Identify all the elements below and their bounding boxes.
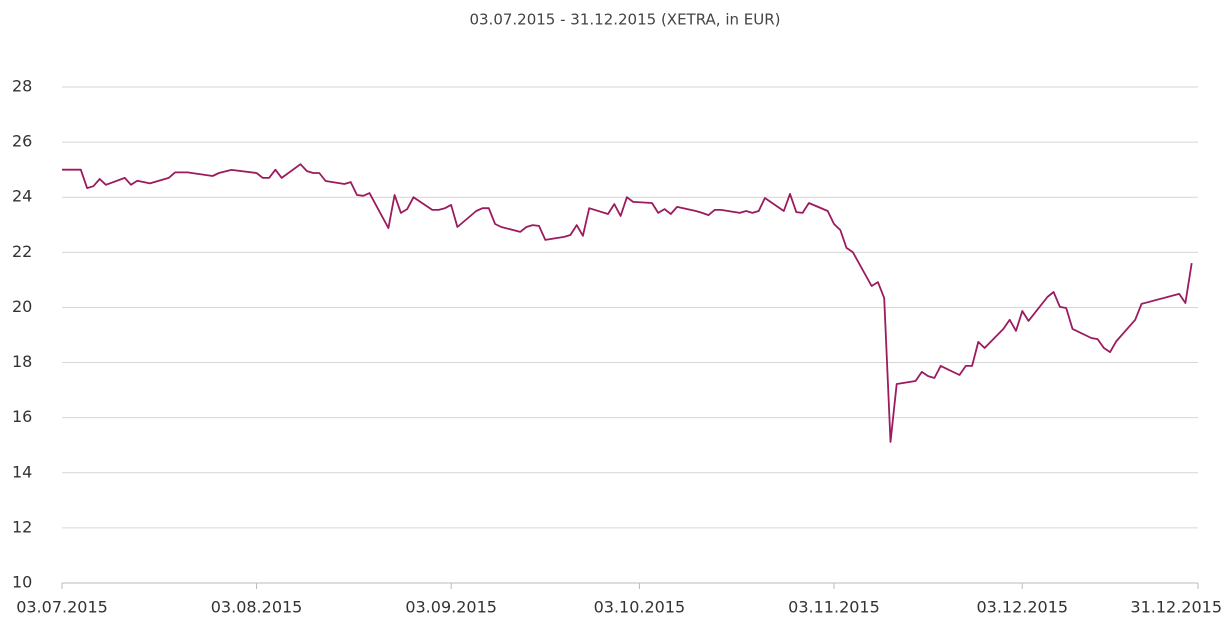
y-tick-label: 28 [12, 77, 32, 96]
y-tick-label: 26 [12, 132, 32, 151]
y-tick-label: 16 [12, 407, 32, 426]
x-tick-label: 03.09.2015 [405, 598, 497, 617]
x-tick-label: 03.08.2015 [211, 598, 303, 617]
y-tick-label: 18 [12, 352, 32, 371]
x-tick-label: 03.12.2015 [976, 598, 1068, 617]
y-tick-label: 22 [12, 242, 32, 261]
price-line [62, 163, 1193, 443]
chart-title: 03.07.2015 - 31.12.2015 (XETRA, in EUR) [469, 11, 780, 29]
x-tick-label: 31.12.2015 [1130, 598, 1222, 617]
y-tick-label: 12 [12, 517, 32, 536]
y-tick-label: 10 [12, 573, 32, 592]
x-tick-label: 03.07.2015 [16, 598, 108, 617]
y-tick-label: 20 [12, 297, 32, 316]
x-tick-label: 03.10.2015 [594, 598, 686, 617]
x-tick-label: 03.11.2015 [788, 598, 880, 617]
y-tick-label: 14 [12, 462, 32, 481]
y-tick-label: 24 [12, 187, 32, 206]
